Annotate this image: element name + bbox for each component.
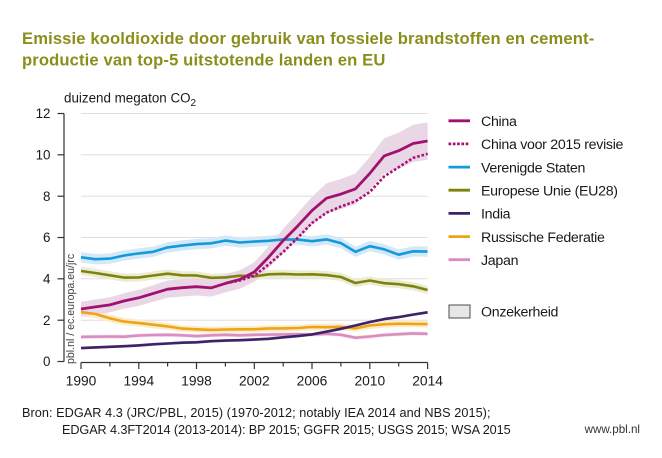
svg-text:China voor 2015 revisie: China voor 2015 revisie [481,137,624,153]
svg-text:2014: 2014 [412,374,443,389]
svg-text:6: 6 [43,230,50,245]
svg-text:productie van top-5 uitstotend: productie van top-5 uitstotende landen e… [22,50,385,69]
svg-text:1994: 1994 [123,374,154,389]
svg-text:1998: 1998 [181,374,212,389]
svg-text:2010: 2010 [354,374,385,389]
svg-text:Onzekerheid: Onzekerheid [481,305,558,321]
svg-text:pbl.nl / ec.europa.eu/jrc: pbl.nl / ec.europa.eu/jrc [65,253,77,364]
svg-text:Bron: EDGAR 4.3 (JRC/PBL, 2015: Bron: EDGAR 4.3 (JRC/PBL, 2015) (1970-20… [22,406,491,420]
svg-text:2: 2 [43,313,50,328]
svg-text:8: 8 [43,189,50,204]
svg-text:0: 0 [43,354,50,369]
svg-text:Verenigde Staten: Verenigde Staten [481,160,585,176]
svg-text:EDGAR 4.3FT2014 (2013-2014): B: EDGAR 4.3FT2014 (2013-2014): BP 2015; GG… [62,423,511,437]
svg-text:12: 12 [36,106,51,121]
svg-text:10: 10 [36,148,51,163]
svg-text:Emissie kooldioxide door gebru: Emissie kooldioxide door gebruik van fos… [22,29,594,48]
svg-text:Europese Unie (EU28): Europese Unie (EU28) [481,184,618,200]
svg-text:Japan: Japan [481,253,518,269]
svg-text:1990: 1990 [66,374,97,389]
svg-text:www.pbl.nl: www.pbl.nl [584,423,640,436]
svg-text:2006: 2006 [297,374,328,389]
svg-text:China: China [481,114,517,130]
svg-text:Russische Federatie: Russische Federatie [481,230,605,246]
svg-text:duizend megaton CO2: duizend megaton CO2 [64,91,197,110]
svg-text:4: 4 [43,272,51,287]
svg-text:2002: 2002 [239,374,270,389]
svg-text:India: India [481,207,511,223]
